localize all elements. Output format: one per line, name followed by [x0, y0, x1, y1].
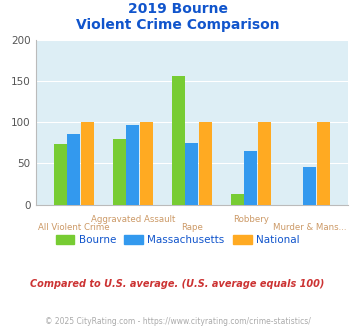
Bar [126, 124, 139, 205]
Bar [317, 122, 330, 205]
Text: Murder & Mans...: Murder & Mans... [273, 223, 346, 232]
Bar [172, 76, 185, 205]
Bar [258, 122, 271, 205]
Bar [140, 122, 153, 205]
Text: Aggravated Assault: Aggravated Assault [91, 214, 175, 223]
Bar [199, 122, 212, 205]
Legend: Bourne, Massachusetts, National: Bourne, Massachusetts, National [54, 233, 301, 247]
Text: Compared to U.S. average. (U.S. average equals 100): Compared to U.S. average. (U.S. average … [30, 279, 325, 289]
Bar [244, 151, 257, 205]
Bar [54, 145, 67, 205]
Bar [113, 139, 126, 205]
Text: All Violent Crime: All Violent Crime [38, 223, 110, 232]
Text: © 2025 CityRating.com - https://www.cityrating.com/crime-statistics/: © 2025 CityRating.com - https://www.city… [45, 317, 310, 326]
Bar [231, 194, 244, 205]
Bar [185, 143, 198, 205]
Text: 2019 Bourne: 2019 Bourne [127, 2, 228, 16]
Bar [81, 122, 94, 205]
Text: Rape: Rape [181, 223, 203, 232]
Bar [303, 167, 316, 205]
Text: Robbery: Robbery [233, 214, 269, 223]
Text: Violent Crime Comparison: Violent Crime Comparison [76, 18, 279, 32]
Bar [67, 134, 80, 205]
